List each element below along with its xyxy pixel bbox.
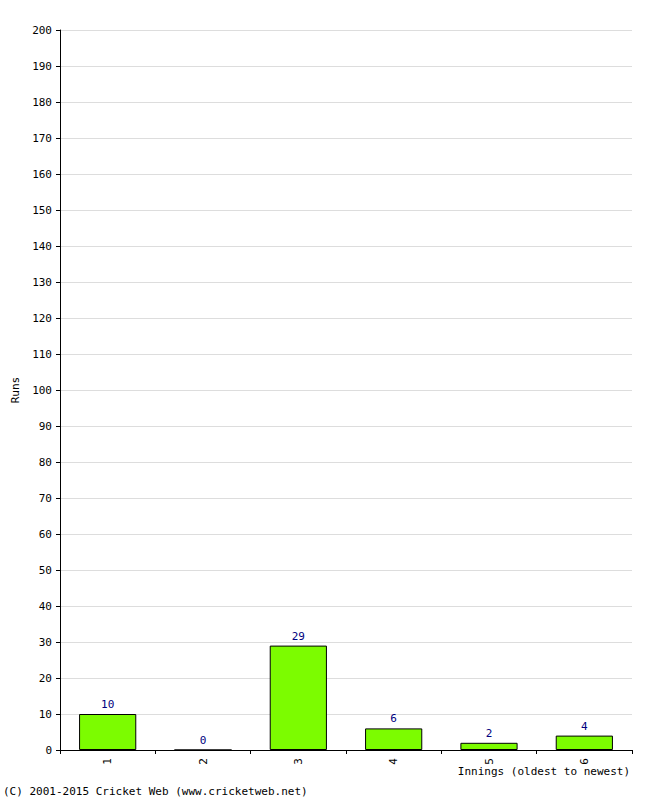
svg-text:(C) 2001-2015 Cricket Web (www: (C) 2001-2015 Cricket Web (www.cricketwe… xyxy=(3,785,308,798)
svg-text:29: 29 xyxy=(292,630,305,643)
svg-text:50: 50 xyxy=(39,564,52,577)
svg-text:170: 170 xyxy=(32,132,52,145)
svg-text:180: 180 xyxy=(32,96,52,109)
svg-text:160: 160 xyxy=(32,168,52,181)
svg-text:2: 2 xyxy=(197,758,210,765)
svg-text:30: 30 xyxy=(39,636,52,649)
svg-text:1: 1 xyxy=(101,758,114,765)
svg-text:200: 200 xyxy=(32,24,52,37)
svg-text:5: 5 xyxy=(483,758,496,765)
svg-text:10: 10 xyxy=(39,708,52,721)
svg-text:100: 100 xyxy=(32,384,52,397)
svg-text:2: 2 xyxy=(486,727,493,740)
svg-text:4: 4 xyxy=(387,758,400,765)
svg-text:130: 130 xyxy=(32,276,52,289)
svg-text:6: 6 xyxy=(390,712,397,725)
svg-text:140: 140 xyxy=(32,240,52,253)
svg-text:Innings (oldest to newest): Innings (oldest to newest) xyxy=(458,765,630,778)
svg-text:80: 80 xyxy=(39,456,52,469)
svg-text:40: 40 xyxy=(39,600,52,613)
svg-text:120: 120 xyxy=(32,312,52,325)
svg-text:60: 60 xyxy=(39,528,52,541)
svg-text:4: 4 xyxy=(581,720,588,733)
svg-text:110: 110 xyxy=(32,348,52,361)
svg-text:0: 0 xyxy=(200,734,207,747)
svg-text:0: 0 xyxy=(45,744,52,757)
svg-text:Runs: Runs xyxy=(9,377,22,404)
svg-text:90: 90 xyxy=(39,420,52,433)
svg-text:20: 20 xyxy=(39,672,52,685)
svg-text:10: 10 xyxy=(101,698,114,711)
svg-text:70: 70 xyxy=(39,492,52,505)
svg-text:150: 150 xyxy=(32,204,52,217)
svg-text:190: 190 xyxy=(32,60,52,73)
svg-text:6: 6 xyxy=(578,758,591,765)
svg-text:3: 3 xyxy=(292,758,305,765)
